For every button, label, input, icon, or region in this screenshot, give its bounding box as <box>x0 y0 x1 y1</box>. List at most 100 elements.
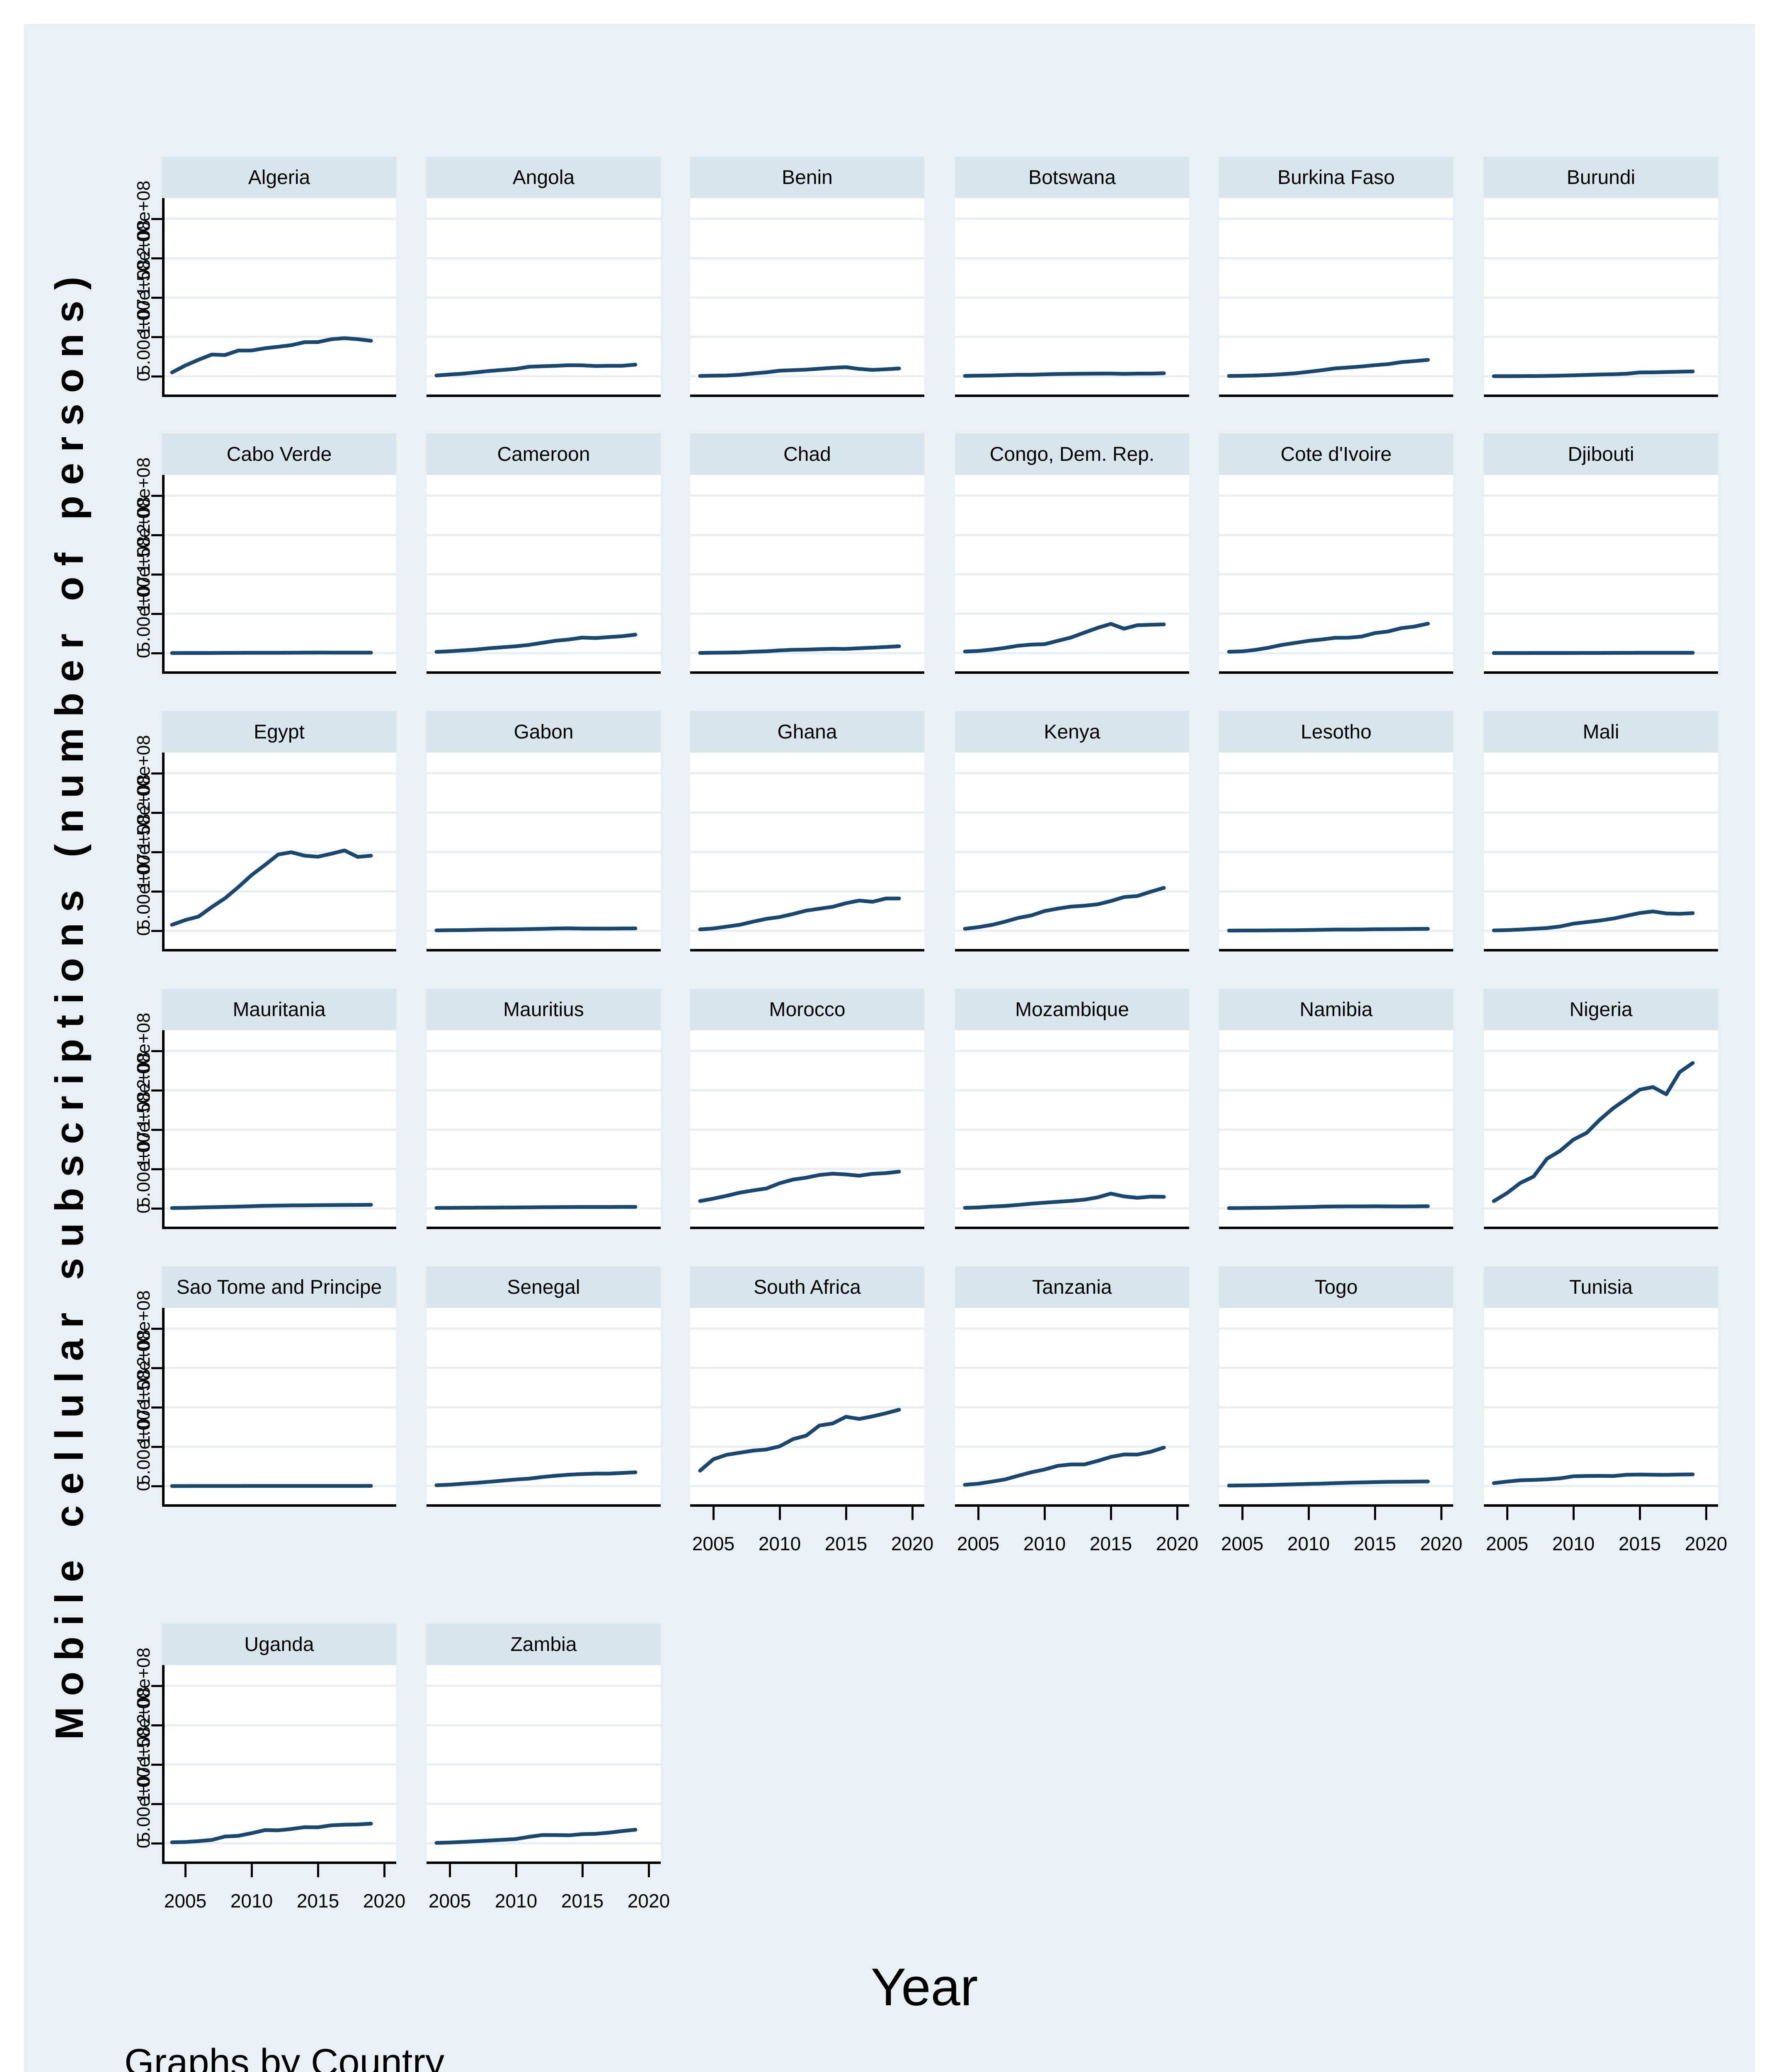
panel-title-mali: Mali <box>1484 711 1718 753</box>
panel-kenya <box>955 753 1189 951</box>
panel-title-uganda: Uganda <box>162 1624 396 1665</box>
panel-mauritius <box>427 1030 661 1229</box>
panel-title-ghana: Ghana <box>690 711 924 753</box>
x-tick-label: 2015 <box>1089 1533 1132 1554</box>
x-tick-label: 2005 <box>692 1533 735 1554</box>
y-tick <box>151 1685 162 1687</box>
x-tick <box>713 1507 715 1520</box>
x-tick <box>1374 1507 1376 1520</box>
panel-title-angola: Angola <box>427 157 661 198</box>
panel-mali <box>1484 753 1718 951</box>
data-line-botswana <box>963 371 1166 378</box>
panel-title-burundi: Burundi <box>1484 157 1718 198</box>
data-line-mozambique <box>963 1191 1166 1210</box>
data-line-angola <box>434 363 637 378</box>
panel-title-sao-tome-and-principe: Sao Tome and Principe <box>162 1266 396 1308</box>
data-line-benin <box>698 365 901 378</box>
x-tick-label: 2020 <box>627 1890 670 1912</box>
data-line-cote-d-ivoire <box>1227 622 1430 654</box>
y-tick <box>151 1129 162 1131</box>
x-tick-label: 2005 <box>1486 1533 1529 1554</box>
x-tick <box>449 1864 451 1877</box>
x-tick-label: 2005 <box>164 1890 207 1912</box>
panel-title-cote-d-ivoire: Cote d'Ivoire <box>1219 433 1453 475</box>
y-tick <box>151 1208 162 1210</box>
panel-title-djibouti: Djibouti <box>1484 433 1718 475</box>
y-tick <box>151 891 162 893</box>
panel-title-cameroon: Cameroon <box>427 433 661 475</box>
x-tick <box>977 1507 979 1520</box>
panel-algeria <box>162 198 396 397</box>
data-line-uganda <box>170 1822 373 1844</box>
y-tick <box>151 1050 162 1052</box>
panel-cabo-verde <box>162 475 396 674</box>
y-tick <box>151 1406 162 1409</box>
y-tick <box>151 1803 162 1805</box>
panel-title-mauritania: Mauritania <box>162 989 396 1030</box>
x-tick <box>1044 1507 1046 1520</box>
data-line-morocco <box>698 1169 901 1203</box>
data-line-cameroon <box>434 633 637 654</box>
y-tick <box>151 1328 162 1330</box>
x-tick-label: 2020 <box>363 1890 406 1912</box>
y-tick <box>151 930 162 932</box>
data-line-kenya <box>963 886 1166 931</box>
panel-title-burkina-faso: Burkina Faso <box>1219 157 1453 198</box>
panel-title-gabon: Gabon <box>427 711 661 753</box>
panel-lesotho <box>1219 753 1453 951</box>
panel-title-nigeria: Nigeria <box>1484 989 1718 1030</box>
panel-mauritania <box>162 1030 396 1229</box>
panel-senegal <box>427 1308 661 1507</box>
panel-egypt <box>162 753 396 951</box>
panel-mozambique <box>955 1030 1189 1229</box>
x-tick-label: 2010 <box>230 1890 273 1912</box>
x-tick <box>1506 1507 1508 1520</box>
y-axis-title: Mobile cellular subscriptions (number of… <box>47 266 92 1740</box>
graphs-by-note: Graphs by Country <box>124 2041 445 2072</box>
data-line-zambia <box>434 1828 637 1845</box>
x-tick-label: 2010 <box>1552 1533 1595 1554</box>
y-tick <box>151 297 162 299</box>
y-tick <box>151 574 162 576</box>
data-line-namibia <box>1227 1204 1430 1210</box>
panel-title-chad: Chad <box>690 433 924 475</box>
x-tick <box>911 1507 914 1520</box>
panel-congo-dem-rep <box>955 475 1189 674</box>
y-tick <box>151 1485 162 1487</box>
x-tick-label: 2005 <box>428 1890 471 1912</box>
data-line-egypt <box>170 848 373 927</box>
x-tick <box>1241 1507 1243 1520</box>
x-tick-label: 2005 <box>957 1533 1000 1554</box>
panel-uganda <box>162 1665 396 1864</box>
y-tick-label: 2.00e+08 <box>133 180 154 257</box>
y-tick <box>151 1367 162 1369</box>
x-tick <box>251 1864 253 1877</box>
y-tick <box>151 534 162 536</box>
x-tick-label: 2005 <box>1221 1533 1264 1554</box>
data-line-gabon <box>434 926 637 932</box>
x-tick-label: 2015 <box>296 1890 339 1912</box>
x-tick <box>1308 1507 1310 1520</box>
x-tick <box>1705 1507 1707 1520</box>
panel-title-mauritius: Mauritius <box>427 989 661 1030</box>
data-line-chad <box>698 644 901 655</box>
data-line-mauritius <box>434 1205 637 1210</box>
data-line-nigeria <box>1492 1061 1695 1203</box>
x-tick-label: 2020 <box>1684 1533 1728 1554</box>
x-tick <box>582 1864 584 1877</box>
y-tick-label: 2.00e+08 <box>133 1647 154 1724</box>
x-tick-label: 2020 <box>891 1533 934 1554</box>
y-tick <box>151 613 162 615</box>
y-tick-label: 2.00e+08 <box>133 735 154 812</box>
y-tick <box>151 1168 162 1170</box>
panel-cameroon <box>427 475 661 674</box>
panel-chad <box>690 475 924 674</box>
x-tick-label: 2015 <box>1353 1533 1396 1554</box>
x-tick <box>845 1507 847 1520</box>
x-tick-label: 2010 <box>758 1533 801 1554</box>
x-tick <box>317 1864 319 1877</box>
y-tick-label: 2.00e+08 <box>133 1012 154 1089</box>
panel-ghana <box>690 753 924 951</box>
panel-title-cabo-verde: Cabo Verde <box>162 433 396 475</box>
